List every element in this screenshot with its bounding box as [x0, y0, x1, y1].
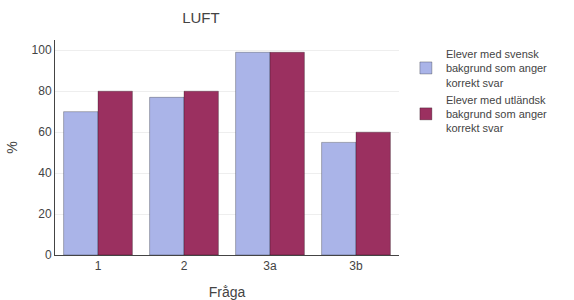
svg-text:100: 100 [32, 43, 52, 57]
svg-text:1: 1 [95, 259, 102, 273]
svg-text:20: 20 [38, 207, 52, 221]
svg-text:Elever med svenskbakgrund som: Elever med svenskbakgrund som angerkorre… [446, 48, 547, 89]
svg-text:60: 60 [38, 125, 52, 139]
svg-text:%: % [4, 141, 20, 153]
svg-text:LUFT: LUFT [182, 9, 220, 26]
svg-text:40: 40 [38, 166, 52, 180]
svg-text:80: 80 [38, 84, 52, 98]
svg-text:3b: 3b [349, 259, 363, 273]
svg-text:3a: 3a [263, 259, 277, 273]
svg-text:Fra̐ga: Fra̐ga [209, 284, 246, 300]
svg-text:Elever med utländskbakgrund s: Elever med utländskbakgrund som angerko… [446, 94, 547, 135]
svg-text:0: 0 [45, 248, 52, 262]
svg-text:2: 2 [181, 259, 188, 273]
